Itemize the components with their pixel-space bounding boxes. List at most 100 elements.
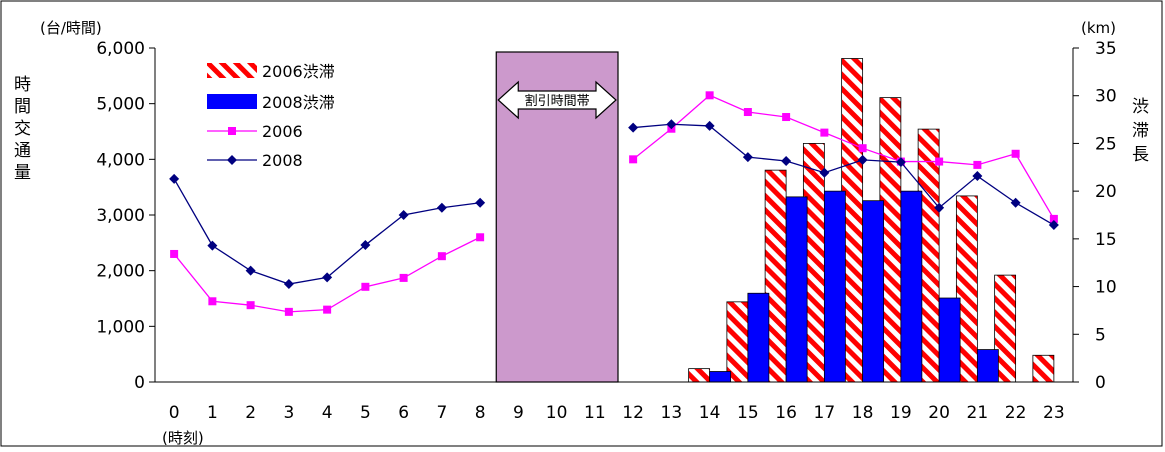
y-left-axis-label-char: 間	[14, 97, 31, 117]
point-2006-21	[973, 160, 982, 169]
y-right-tick-label: 25	[1095, 134, 1117, 154]
bar-2008渋滞-18	[862, 200, 885, 383]
legend-swatch-2006-congestion	[207, 63, 257, 78]
point-2006-4	[323, 305, 332, 314]
x-tick-label: 23	[1043, 403, 1065, 423]
point-2006-12	[629, 155, 638, 164]
x-tick-label: 12	[622, 403, 644, 423]
point-2006-5	[361, 282, 370, 291]
x-tick-label: 4	[322, 403, 333, 423]
x-tick-label: 11	[584, 403, 606, 423]
point-2008-13	[666, 119, 677, 130]
point-2006-6	[399, 273, 408, 282]
point-2008-1	[207, 240, 218, 251]
y-left-axis-label-char: 交	[14, 119, 31, 139]
discount-band-label: 割引時間帯	[525, 93, 590, 109]
point-2006-23	[1049, 214, 1058, 223]
legend-label-2006: 2006	[262, 122, 303, 141]
x-tick-label: 15	[737, 403, 759, 423]
point-2008-6	[398, 210, 409, 220]
point-2006-8	[476, 233, 485, 242]
bar-2008渋滞-17	[823, 190, 846, 383]
bar-2006渋滞-15	[726, 301, 749, 383]
bar-2008渋滞-20	[938, 297, 961, 383]
point-2008-12	[628, 122, 639, 133]
y-left-tick-label: 0	[134, 373, 145, 393]
y-right-unit: (km)	[1081, 19, 1116, 37]
y-left-tick-label: 6,000	[96, 39, 145, 59]
y-right-axis-label-char: 渋	[1132, 97, 1149, 117]
y-right-tick-label: 20	[1095, 182, 1117, 202]
legend-label-2008: 2008	[262, 151, 303, 170]
point-2008-0	[169, 173, 180, 184]
point-2008-15	[742, 152, 753, 163]
x-tick-label: 5	[360, 403, 371, 423]
y-left-tick-label: 3,000	[96, 206, 145, 226]
point-2008-14	[704, 120, 715, 131]
point-2008-21	[972, 171, 983, 182]
x-tick-label: 1	[207, 403, 218, 423]
x-tick-label: 13	[661, 403, 683, 423]
point-2008-19	[895, 157, 906, 168]
point-2006-2	[246, 301, 255, 310]
bar-2008渋滞-16	[785, 196, 808, 383]
y-right-axis-label: 渋滞長	[1132, 97, 1149, 165]
x-tick-label: 9	[513, 403, 524, 423]
point-2006-0	[170, 249, 179, 258]
y-left-axis-label-char: 時	[14, 75, 31, 95]
point-2006-1	[208, 297, 217, 306]
legend-label-2008-congestion: 2008渋滞	[262, 93, 335, 112]
bar-2008渋滞-21	[976, 349, 999, 383]
y-left-axis-label-char: 量	[14, 163, 31, 183]
legend-marker-2006	[228, 127, 236, 135]
point-2008-4	[322, 272, 333, 283]
line-2008-segment-1	[633, 123, 1055, 226]
x-tick-label: 18	[852, 403, 874, 423]
x-tick-label: 7	[436, 403, 447, 423]
y-right-axis-label-char: 長	[1132, 145, 1149, 165]
y-right-axis-label-char: 滞	[1132, 121, 1149, 141]
point-2008-3	[283, 279, 294, 290]
point-2006-20	[935, 157, 944, 166]
x-tick-label: 0	[169, 403, 180, 423]
point-2006-15	[743, 108, 752, 117]
y-left-unit: (台/時間)	[40, 19, 102, 37]
x-tick-label: 2	[245, 403, 256, 423]
bar-2008渋滞-14	[709, 371, 732, 383]
point-2006-22	[1011, 149, 1020, 158]
point-2008-16	[781, 156, 792, 167]
legend-label-2006-congestion: 2006渋滞	[262, 62, 335, 81]
bar-2006渋滞-23	[1032, 354, 1055, 383]
point-2008-20	[934, 202, 945, 213]
point-2006-3	[284, 307, 293, 316]
discount-band-arrow	[497, 80, 617, 120]
point-2006-7	[437, 252, 446, 261]
point-2006-18	[858, 144, 867, 153]
x-tick-label: 22	[1005, 403, 1027, 423]
y-right-tick-label: 30	[1095, 87, 1117, 107]
point-2008-17	[819, 167, 830, 178]
y-right-tick-label: 15	[1095, 230, 1117, 250]
point-2008-8	[475, 197, 486, 208]
x-tick-label: 20	[928, 403, 950, 423]
point-2008-5	[360, 240, 371, 251]
point-2008-23	[1048, 220, 1059, 231]
x-tick-label: 6	[398, 403, 409, 423]
x-tick-label: 19	[890, 403, 912, 423]
y-right-tick-label: 0	[1095, 373, 1106, 393]
x-tick-label: 14	[699, 403, 721, 423]
point-2008-18	[857, 154, 868, 165]
x-tick-label: 10	[546, 403, 568, 423]
y-left-axis-label-char: 通	[14, 141, 31, 161]
point-2006-16	[782, 113, 791, 122]
x-tick-label: 3	[283, 403, 294, 423]
y-right-tick-label: 35	[1095, 39, 1117, 59]
bar-2008渋滞-15	[747, 292, 770, 383]
legend-marker-2008	[227, 155, 237, 165]
point-2008-7	[436, 202, 447, 213]
x-tick-label: 16	[775, 403, 797, 423]
legend: 2006渋滞 2008渋滞 2006 2008	[193, 52, 363, 180]
